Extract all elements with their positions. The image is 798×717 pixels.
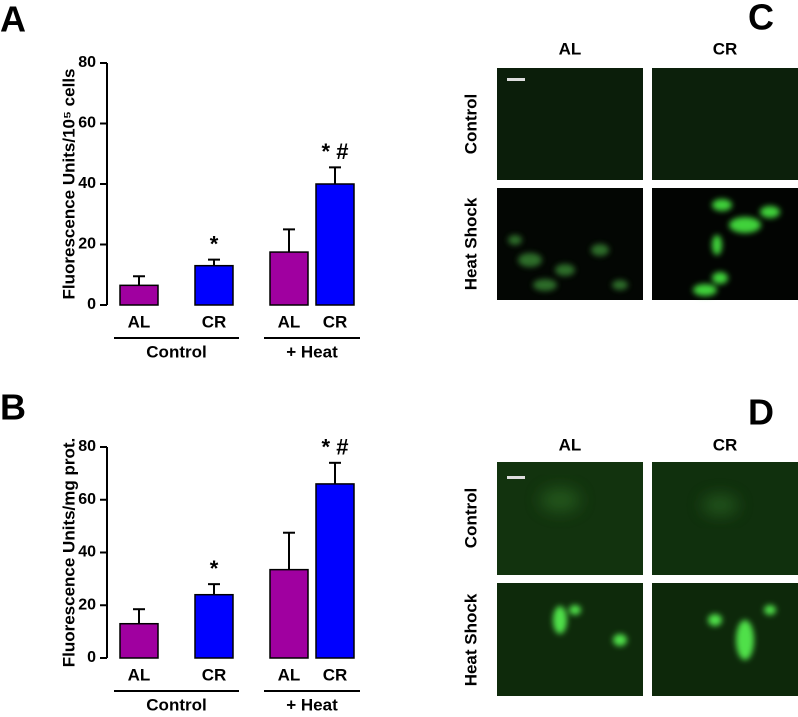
x-tick-label: CR <box>202 312 227 331</box>
y-tick-label: 60 <box>78 115 96 132</box>
x-tick-label: CR <box>202 665 227 684</box>
significance-label: * # <box>322 139 349 164</box>
bar <box>119 622 159 659</box>
group-label: Control <box>146 342 206 361</box>
y-tick-label: 20 <box>78 236 96 253</box>
column-label: AL <box>559 39 582 58</box>
x-tick-label: AL <box>278 665 301 684</box>
y-tick-label: 80 <box>78 54 96 71</box>
panel-letter: D <box>748 392 774 433</box>
y-tick-label: 0 <box>87 649 96 666</box>
significance-label: * # <box>322 435 349 460</box>
group-label: Control <box>146 695 206 714</box>
group-label: + Heat <box>286 695 338 714</box>
x-tick-label: AL <box>128 312 151 331</box>
y-tick-label: 20 <box>78 596 96 613</box>
bar <box>119 284 159 306</box>
bar <box>269 568 309 659</box>
column-label: CR <box>713 39 738 58</box>
bar <box>269 251 309 306</box>
row-label: Control <box>461 94 480 154</box>
row-label: Control <box>461 488 480 548</box>
bar <box>194 264 234 306</box>
y-tick-label: 80 <box>78 438 96 455</box>
panel-letter: B <box>0 387 26 428</box>
x-tick-label: CR <box>323 312 348 331</box>
column-label: CR <box>713 435 738 454</box>
significance-label: * <box>210 556 219 581</box>
bar <box>194 593 234 659</box>
x-tick-label: AL <box>128 665 151 684</box>
x-tick-label: AL <box>278 312 301 331</box>
significance-label: * <box>210 231 219 256</box>
bar <box>315 483 355 659</box>
y-tick-label: 40 <box>78 544 96 561</box>
group-label: + Heat <box>286 342 338 361</box>
row-label: Heat Shock <box>461 197 480 290</box>
row-label: Heat Shock <box>461 593 480 686</box>
panel-letter: A <box>0 0 26 40</box>
y-tick-label: 60 <box>78 491 96 508</box>
y-axis-label: Fluorescence Units/10⁵ cells <box>59 69 78 300</box>
column-label: AL <box>559 435 582 454</box>
x-tick-label: CR <box>323 665 348 684</box>
y-tick-label: 0 <box>87 296 96 313</box>
panel-letter: C <box>748 0 774 38</box>
y-axis-label: Fluorescence Units/mg prot. <box>59 438 78 668</box>
micrograph-images <box>497 68 798 696</box>
y-tick-label: 40 <box>78 175 96 192</box>
bar <box>315 183 355 306</box>
